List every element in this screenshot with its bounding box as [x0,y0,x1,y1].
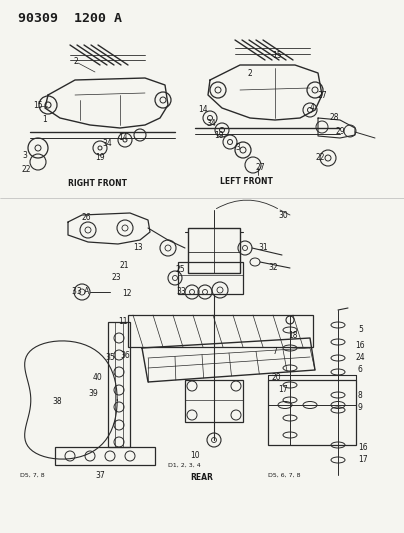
Text: 14: 14 [198,106,208,115]
Text: 17: 17 [278,385,288,394]
Text: 9: 9 [358,402,363,411]
Text: 12: 12 [122,288,131,297]
Text: 38: 38 [52,398,62,407]
Text: 2: 2 [248,69,253,78]
Text: 90309  1200 A: 90309 1200 A [18,12,122,25]
Text: REAR: REAR [190,473,213,482]
Text: 27: 27 [318,91,328,100]
Text: 37: 37 [95,471,105,480]
Text: 39: 39 [88,389,98,398]
Text: 26: 26 [82,214,92,222]
Text: 23: 23 [112,273,122,282]
Text: 1: 1 [42,116,47,125]
Text: 5: 5 [358,326,363,335]
Text: 19: 19 [95,154,105,163]
Text: 22: 22 [22,166,32,174]
Text: 15: 15 [272,51,282,60]
Bar [188,228,240,273]
Bar [108,322,130,447]
Bar [55,447,155,465]
Text: D5, 7, 8: D5, 7, 8 [20,472,44,478]
Text: D5, 6, 7, 8: D5, 6, 7, 8 [268,472,301,478]
Text: 28: 28 [330,114,339,123]
Text: 19: 19 [214,131,224,140]
Text: 27: 27 [256,164,265,173]
Text: 18: 18 [288,330,297,340]
Text: 30: 30 [278,211,288,220]
Text: RIGHT FRONT: RIGHT FRONT [68,179,127,188]
Text: 35: 35 [105,353,115,362]
Text: 11: 11 [118,318,128,327]
Text: 24: 24 [355,353,365,362]
Bar [178,262,243,294]
Text: 22: 22 [316,154,326,163]
Bar [185,380,243,422]
Text: 8: 8 [358,391,363,400]
Text: 6: 6 [358,366,363,375]
Text: 31: 31 [258,244,267,253]
Text: LEFT FRONT: LEFT FRONT [220,177,273,187]
Text: 16: 16 [358,443,368,453]
Text: 2: 2 [73,58,78,67]
Text: 13: 13 [133,244,143,253]
Text: 10: 10 [190,450,200,459]
Text: 15: 15 [33,101,43,109]
Bar [128,315,313,347]
Text: 4: 4 [310,103,315,112]
Text: 33: 33 [176,287,186,296]
Bar [268,380,356,445]
Text: 34: 34 [206,118,216,127]
Text: 7: 7 [272,348,277,357]
Text: 14: 14 [118,133,128,142]
Text: 21: 21 [120,261,130,270]
Text: 32: 32 [268,263,278,272]
Text: 16: 16 [355,341,365,350]
Text: 40: 40 [93,374,103,383]
Text: 29: 29 [335,127,345,136]
Text: 17: 17 [358,456,368,464]
Text: 3: 3 [235,143,240,152]
Text: 3: 3 [22,150,27,159]
Text: 36: 36 [120,351,130,359]
Text: 34: 34 [102,140,112,149]
Bar [115,322,123,447]
Text: 20: 20 [272,374,282,383]
Text: D1, 2, 3, 4: D1, 2, 3, 4 [168,463,201,467]
Text: 25: 25 [175,265,185,274]
Text: 33 A: 33 A [72,287,89,296]
